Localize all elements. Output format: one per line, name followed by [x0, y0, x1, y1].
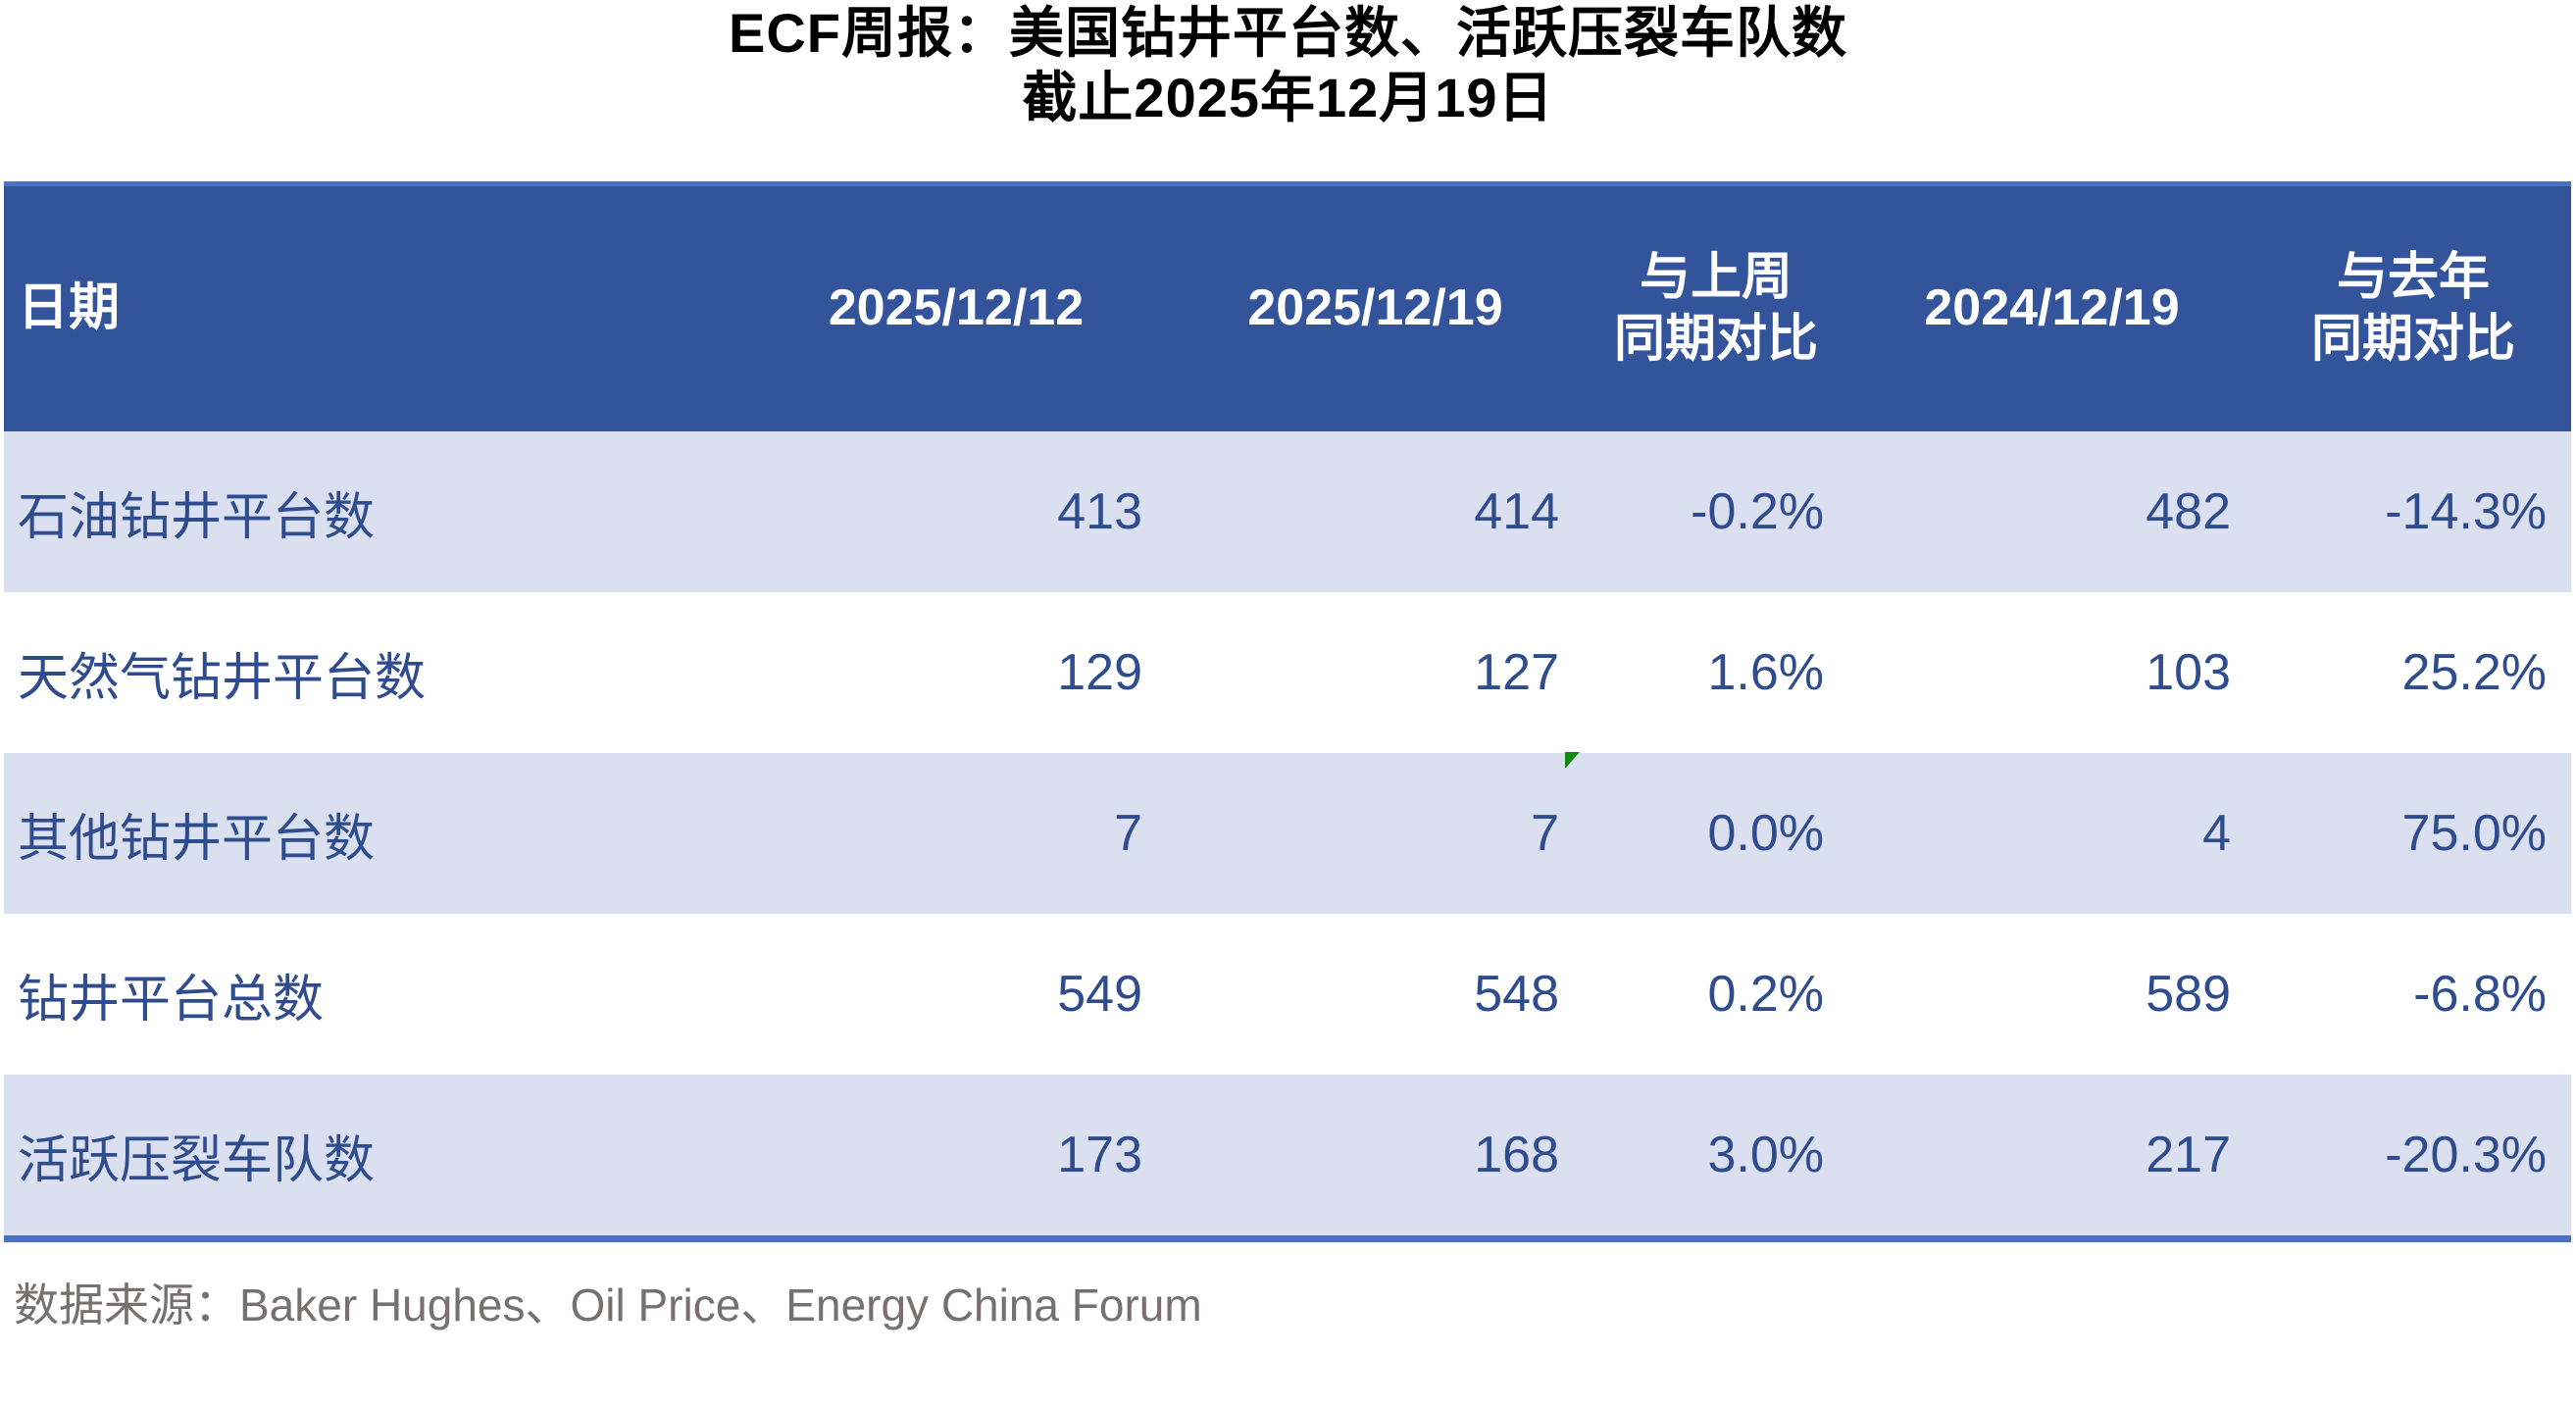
header-cell-date: 日期	[18, 279, 121, 337]
cell-prev-week-value: 413	[1057, 483, 1142, 540]
cell-yoy-percent: 25.2%	[2401, 644, 2547, 701]
page-subtitle: 截止2025年12月19日	[1022, 67, 1554, 128]
cell-wow-percent: 1.6%	[1707, 644, 1824, 701]
cell-curr-week-value: 548	[1474, 966, 1559, 1023]
row-label: 钻井平台总数	[18, 971, 325, 1029]
header-wow-line2: 同期对比	[1613, 311, 1818, 368]
row-label: 天然气钻井平台数	[18, 649, 427, 707]
cell-prev-year-value: 4	[2202, 805, 2231, 862]
header-wow-line1: 与上周	[1639, 248, 1793, 306]
cell-prev-week-value: 129	[1057, 644, 1142, 701]
cell-wow-percent: 0.0%	[1707, 805, 1824, 862]
cell-prev-week-value: 173	[1057, 1127, 1142, 1183]
rig-count-table: 日期 2025/12/12 2025/12/19 与上周 同期对比 2024/1…	[4, 181, 2571, 1242]
row-label: 其他钻井平台数	[18, 810, 376, 868]
header-cell-yoy-compare: 与去年 同期对比	[2255, 186, 2571, 431]
cell-prev-week-value: 549	[1057, 966, 1142, 1023]
row-label: 活跃压裂车队数	[18, 1131, 376, 1189]
data-source-note: 数据来源：Baker Hughes、Oil Price、Energy China…	[14, 1280, 1202, 1330]
cell-prev-year-value: 217	[2146, 1127, 2231, 1183]
page-title: ECF周报：美国钻井平台数、活跃压裂车队数	[729, 2, 1847, 64]
header-cell-prev-week: 2025/12/12	[828, 279, 1085, 337]
cell-prev-year-value: 482	[2146, 483, 2231, 540]
cell-wow-percent: 3.0%	[1707, 1127, 1824, 1183]
cell-curr-week-value: 7	[1531, 805, 1559, 862]
cell-yoy-percent: 75.0%	[2401, 805, 2547, 862]
chart-title-block: ECF周报：美国钻井平台数、活跃压裂车队数 截止2025年12月19日	[0, 0, 2576, 129]
table-header-row: 日期 2025/12/12 2025/12/19 与上周 同期对比 2024/1…	[4, 186, 2571, 431]
cell-curr-week-value: 168	[1474, 1127, 1559, 1183]
cell-prev-year-value: 589	[2146, 966, 2231, 1023]
cell-yoy-percent: -20.3%	[2385, 1127, 2547, 1183]
table-row-gas-rigs: 天然气钻井平台数 129 127 1.6% 103 25.2%	[4, 592, 2571, 753]
cell-wow-percent: -0.2%	[1691, 483, 1824, 540]
header-cell-prev-year: 2024/12/19	[1924, 279, 2180, 337]
header-cell-curr-week: 2025/12/19	[1247, 279, 1503, 337]
header-cell-wow-compare: 与上周 同期对比	[1584, 186, 1848, 431]
table-row-frac-fleets: 活跃压裂车队数 173 168 3.0% 217 -20.3%	[4, 1075, 2571, 1235]
table-row-other-rigs: 其他钻井平台数 7 7 0.0% 4 75.0%	[4, 753, 2571, 914]
cell-prev-year-value: 103	[2146, 644, 2231, 701]
cell-yoy-percent: -14.3%	[2385, 483, 2547, 540]
cell-prev-week-value: 7	[1114, 805, 1142, 862]
table-row-total-rigs: 钻井平台总数 549 548 0.2% 589 -6.8%	[4, 914, 2571, 1075]
header-yoy-line1: 与去年	[2336, 248, 2490, 306]
row-label: 石油钻井平台数	[18, 488, 376, 546]
table-row-oil-rigs: 石油钻井平台数 413 414 -0.2% 482 -14.3%	[4, 431, 2571, 592]
cell-curr-week-value: 414	[1474, 483, 1559, 540]
cell-wow-percent: 0.2%	[1707, 966, 1824, 1023]
cell-yoy-percent: -6.8%	[2413, 966, 2547, 1023]
cell-curr-week-value: 127	[1474, 644, 1559, 701]
header-yoy-line2: 同期对比	[2310, 311, 2515, 368]
